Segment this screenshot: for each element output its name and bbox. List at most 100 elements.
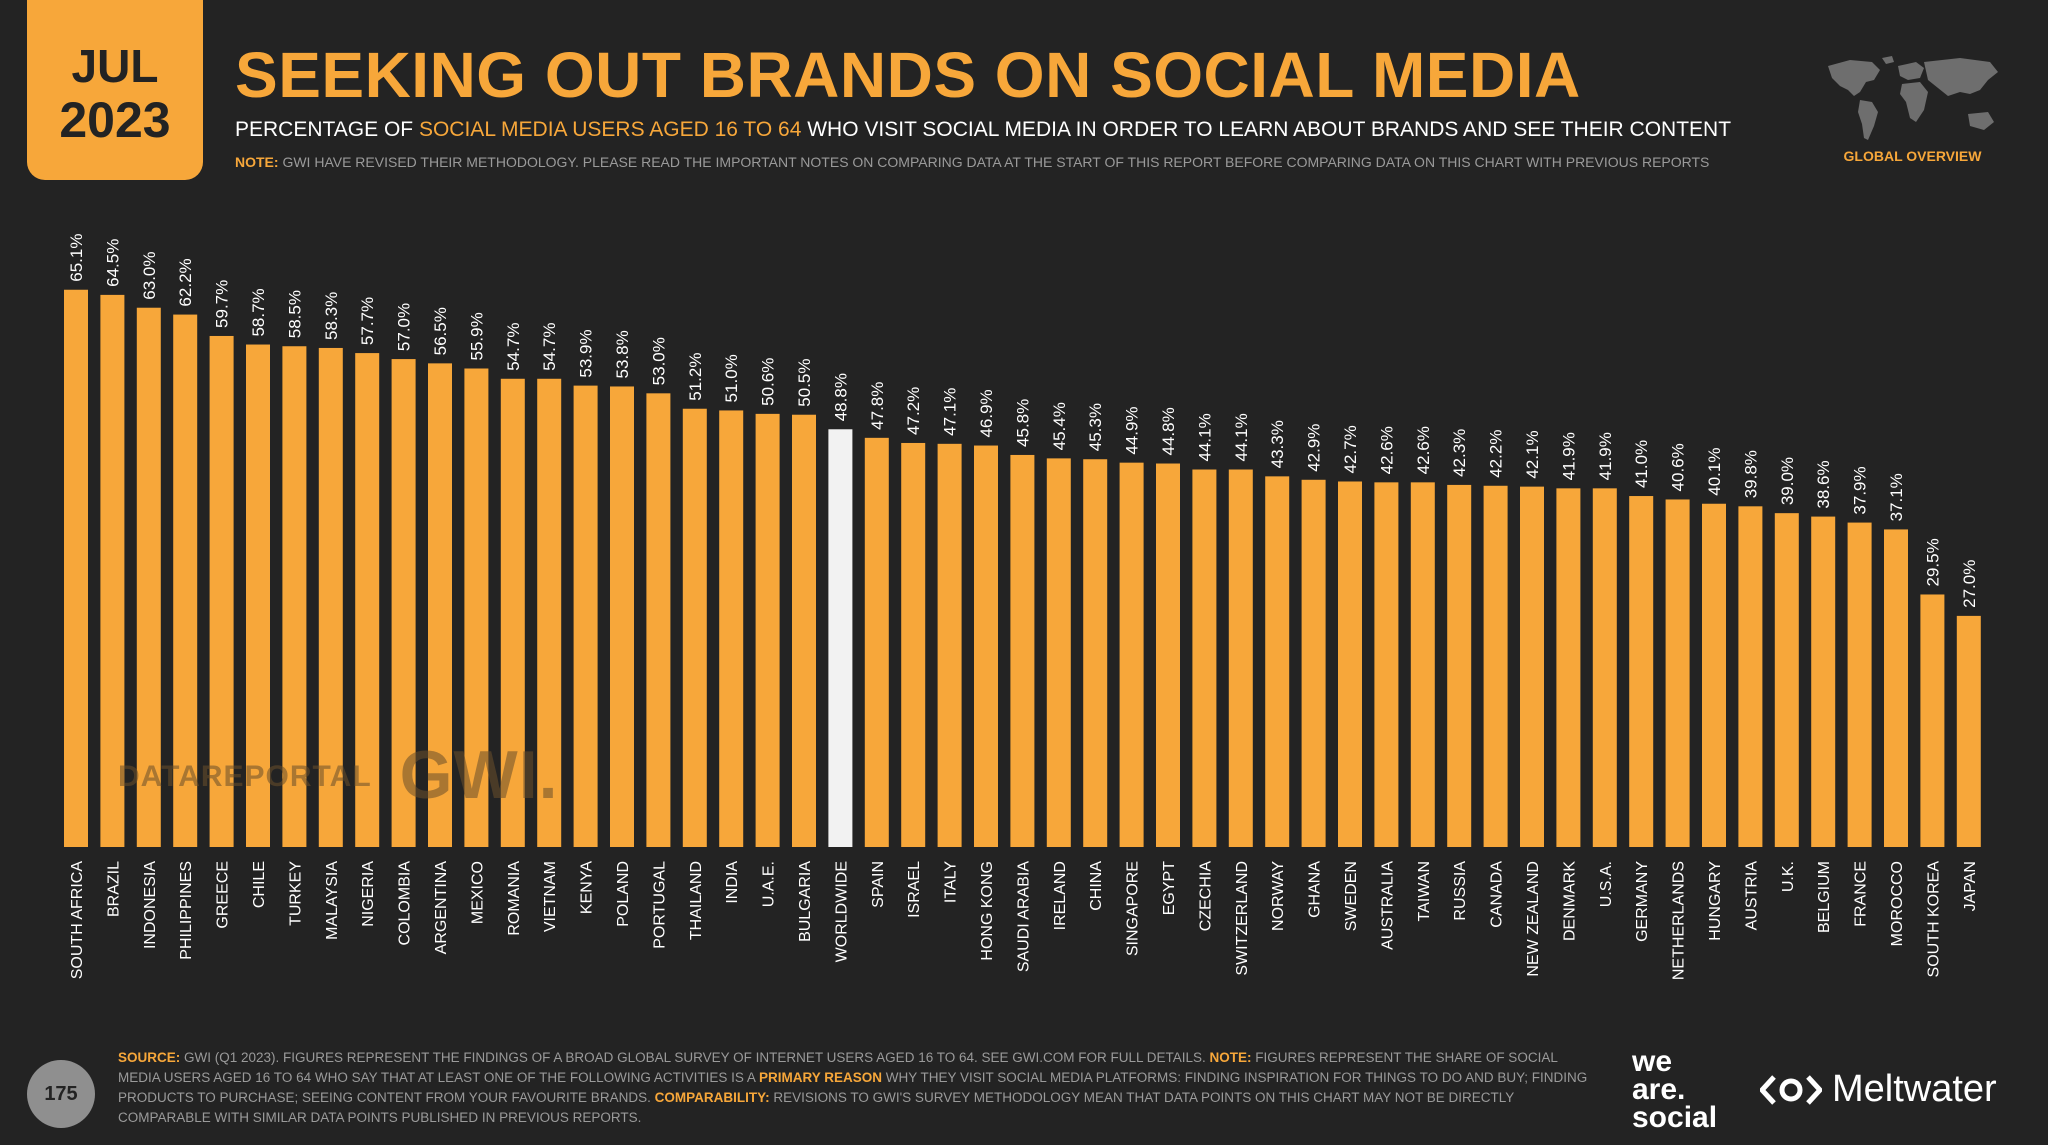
bar-morocco [1884, 529, 1908, 847]
category-label: POLAND [615, 861, 632, 927]
bar-u-k- [1774, 513, 1799, 847]
data-label: 42.7% [1341, 425, 1360, 473]
data-label: 64.5% [103, 239, 122, 287]
data-label: 40.1% [1705, 448, 1724, 496]
data-label: 57.0% [395, 303, 414, 351]
data-label: 41.9% [1596, 432, 1615, 480]
category-label: SINGAPORE [1125, 861, 1142, 956]
bar-ireland [1046, 458, 1071, 847]
bar-india [719, 410, 744, 847]
bar-portugal [646, 393, 671, 847]
data-label: 50.6% [759, 358, 778, 406]
data-label: 54.7% [540, 323, 559, 371]
bar-australia [1374, 482, 1399, 847]
category-label: HONG KONG [979, 861, 996, 961]
category-label: COLOMBIA [397, 861, 414, 946]
data-label: 54.7% [504, 323, 523, 371]
bar-france [1847, 522, 1872, 847]
data-label: 63.0% [140, 252, 159, 300]
data-label: 46.9% [977, 389, 996, 437]
subtitle-suffix: WHO VISIT SOCIAL MEDIA IN ORDER TO LEARN… [801, 118, 1732, 141]
data-label: 42.2% [1487, 430, 1506, 478]
bar-singapore [1119, 462, 1144, 847]
category-label: ISRAEL [906, 861, 923, 918]
category-label: BELGIUM [1816, 861, 1833, 933]
bar-russia [1447, 484, 1472, 847]
data-label: 53.0% [649, 337, 668, 385]
category-label: FRANCE [1853, 861, 1870, 927]
data-label: 62.2% [176, 258, 195, 306]
data-label: 41.0% [1632, 440, 1651, 488]
source-note: SOURCE: GWI (Q1 2023). FIGURES REPRESENT… [118, 1048, 1598, 1128]
bar-sweden [1338, 481, 1362, 847]
data-label: 58.5% [285, 290, 304, 338]
data-label: 39.0% [1778, 457, 1797, 505]
category-label: INDIA [724, 861, 741, 904]
bar-belgium [1811, 516, 1836, 847]
watermark-datareportal: DATAREPORTAL [118, 760, 372, 793]
data-label: 42.1% [1523, 430, 1542, 478]
meltwater-text: Meltwater [1832, 1068, 1997, 1110]
category-label: CHINA [1088, 861, 1105, 911]
data-label: 43.3% [1268, 420, 1287, 468]
data-label: 37.1% [1887, 473, 1906, 521]
bar-ghana [1301, 479, 1326, 847]
category-label: MEXICO [469, 861, 486, 924]
bar-denmark [1556, 488, 1581, 847]
category-label: DENMARK [1561, 861, 1578, 941]
category-label: JAPAN [1962, 861, 1979, 911]
note-label: NOTE: [235, 154, 279, 170]
data-label: 44.1% [1195, 413, 1214, 461]
bar-italy [937, 443, 962, 847]
bar-norway [1265, 476, 1290, 847]
data-label: 47.2% [904, 387, 923, 435]
data-label: 47.8% [868, 382, 887, 430]
bar-south-korea [1920, 594, 1945, 847]
category-label: EGYPT [1161, 861, 1178, 915]
category-label: THAILAND [688, 861, 705, 940]
category-label: GREECE [215, 861, 232, 929]
data-label: 50.5% [795, 359, 814, 407]
methodology-note: NOTE: GWI HAVE REVISED THEIR METHODOLOGY… [235, 154, 1709, 170]
data-label: 53.8% [613, 330, 632, 378]
data-label: 45.3% [1086, 403, 1105, 451]
category-label: GERMANY [1634, 861, 1651, 942]
bar-u-a-e- [755, 413, 780, 847]
bar-china [1083, 459, 1108, 847]
bar-greece [209, 335, 234, 847]
category-label: NETHERLANDS [1671, 861, 1688, 980]
bar-japan [1956, 615, 1981, 847]
bar-nigeria [355, 353, 380, 847]
data-label: 38.6% [1814, 460, 1833, 508]
category-label: ITALY [943, 861, 960, 903]
bar-canada [1483, 485, 1508, 847]
comparability-text: REVISIONS TO GWI'S SURVEY METHODOLOGY ME… [118, 1090, 1515, 1125]
page-title: SEEKING OUT BRANDS ON SOCIAL MEDIA [235, 39, 1581, 111]
bar-south-africa [64, 289, 88, 847]
source-text: GWI (Q1 2023). FIGURES REPRESENT THE FIN… [180, 1050, 1210, 1065]
world-map-icon [1828, 56, 1998, 140]
category-label: IRELAND [1052, 861, 1069, 930]
bar-hong-kong [974, 445, 998, 847]
category-label: PHILIPPINES [178, 861, 195, 960]
category-label: VIETNAM [542, 861, 559, 932]
category-label: CZECHIA [1197, 861, 1214, 932]
data-label: 48.8% [831, 373, 850, 421]
data-label: 40.6% [1669, 443, 1688, 491]
category-label: NEW ZEALAND [1525, 861, 1542, 977]
data-label: 44.9% [1123, 406, 1142, 454]
category-label: BULGARIA [797, 861, 814, 942]
data-label: 45.4% [1050, 402, 1069, 450]
category-label: SAUDI ARABIA [1015, 861, 1032, 972]
subtitle-highlight: SOCIAL MEDIA USERS AGED 16 TO 64 [418, 118, 802, 141]
meltwater-logo-icon [1760, 1074, 1822, 1105]
category-label: SPAIN [870, 861, 887, 908]
category-label: U.S.A. [1598, 861, 1615, 907]
data-label: 37.9% [1851, 466, 1870, 514]
logo-line-3: social [1632, 1101, 1718, 1134]
region-label: GLOBAL OVERVIEW [1843, 148, 1982, 164]
category-label: U.K. [1780, 861, 1797, 892]
bar-turkey [282, 346, 307, 847]
data-label: 55.9% [467, 312, 486, 360]
bar-germany [1629, 496, 1654, 847]
